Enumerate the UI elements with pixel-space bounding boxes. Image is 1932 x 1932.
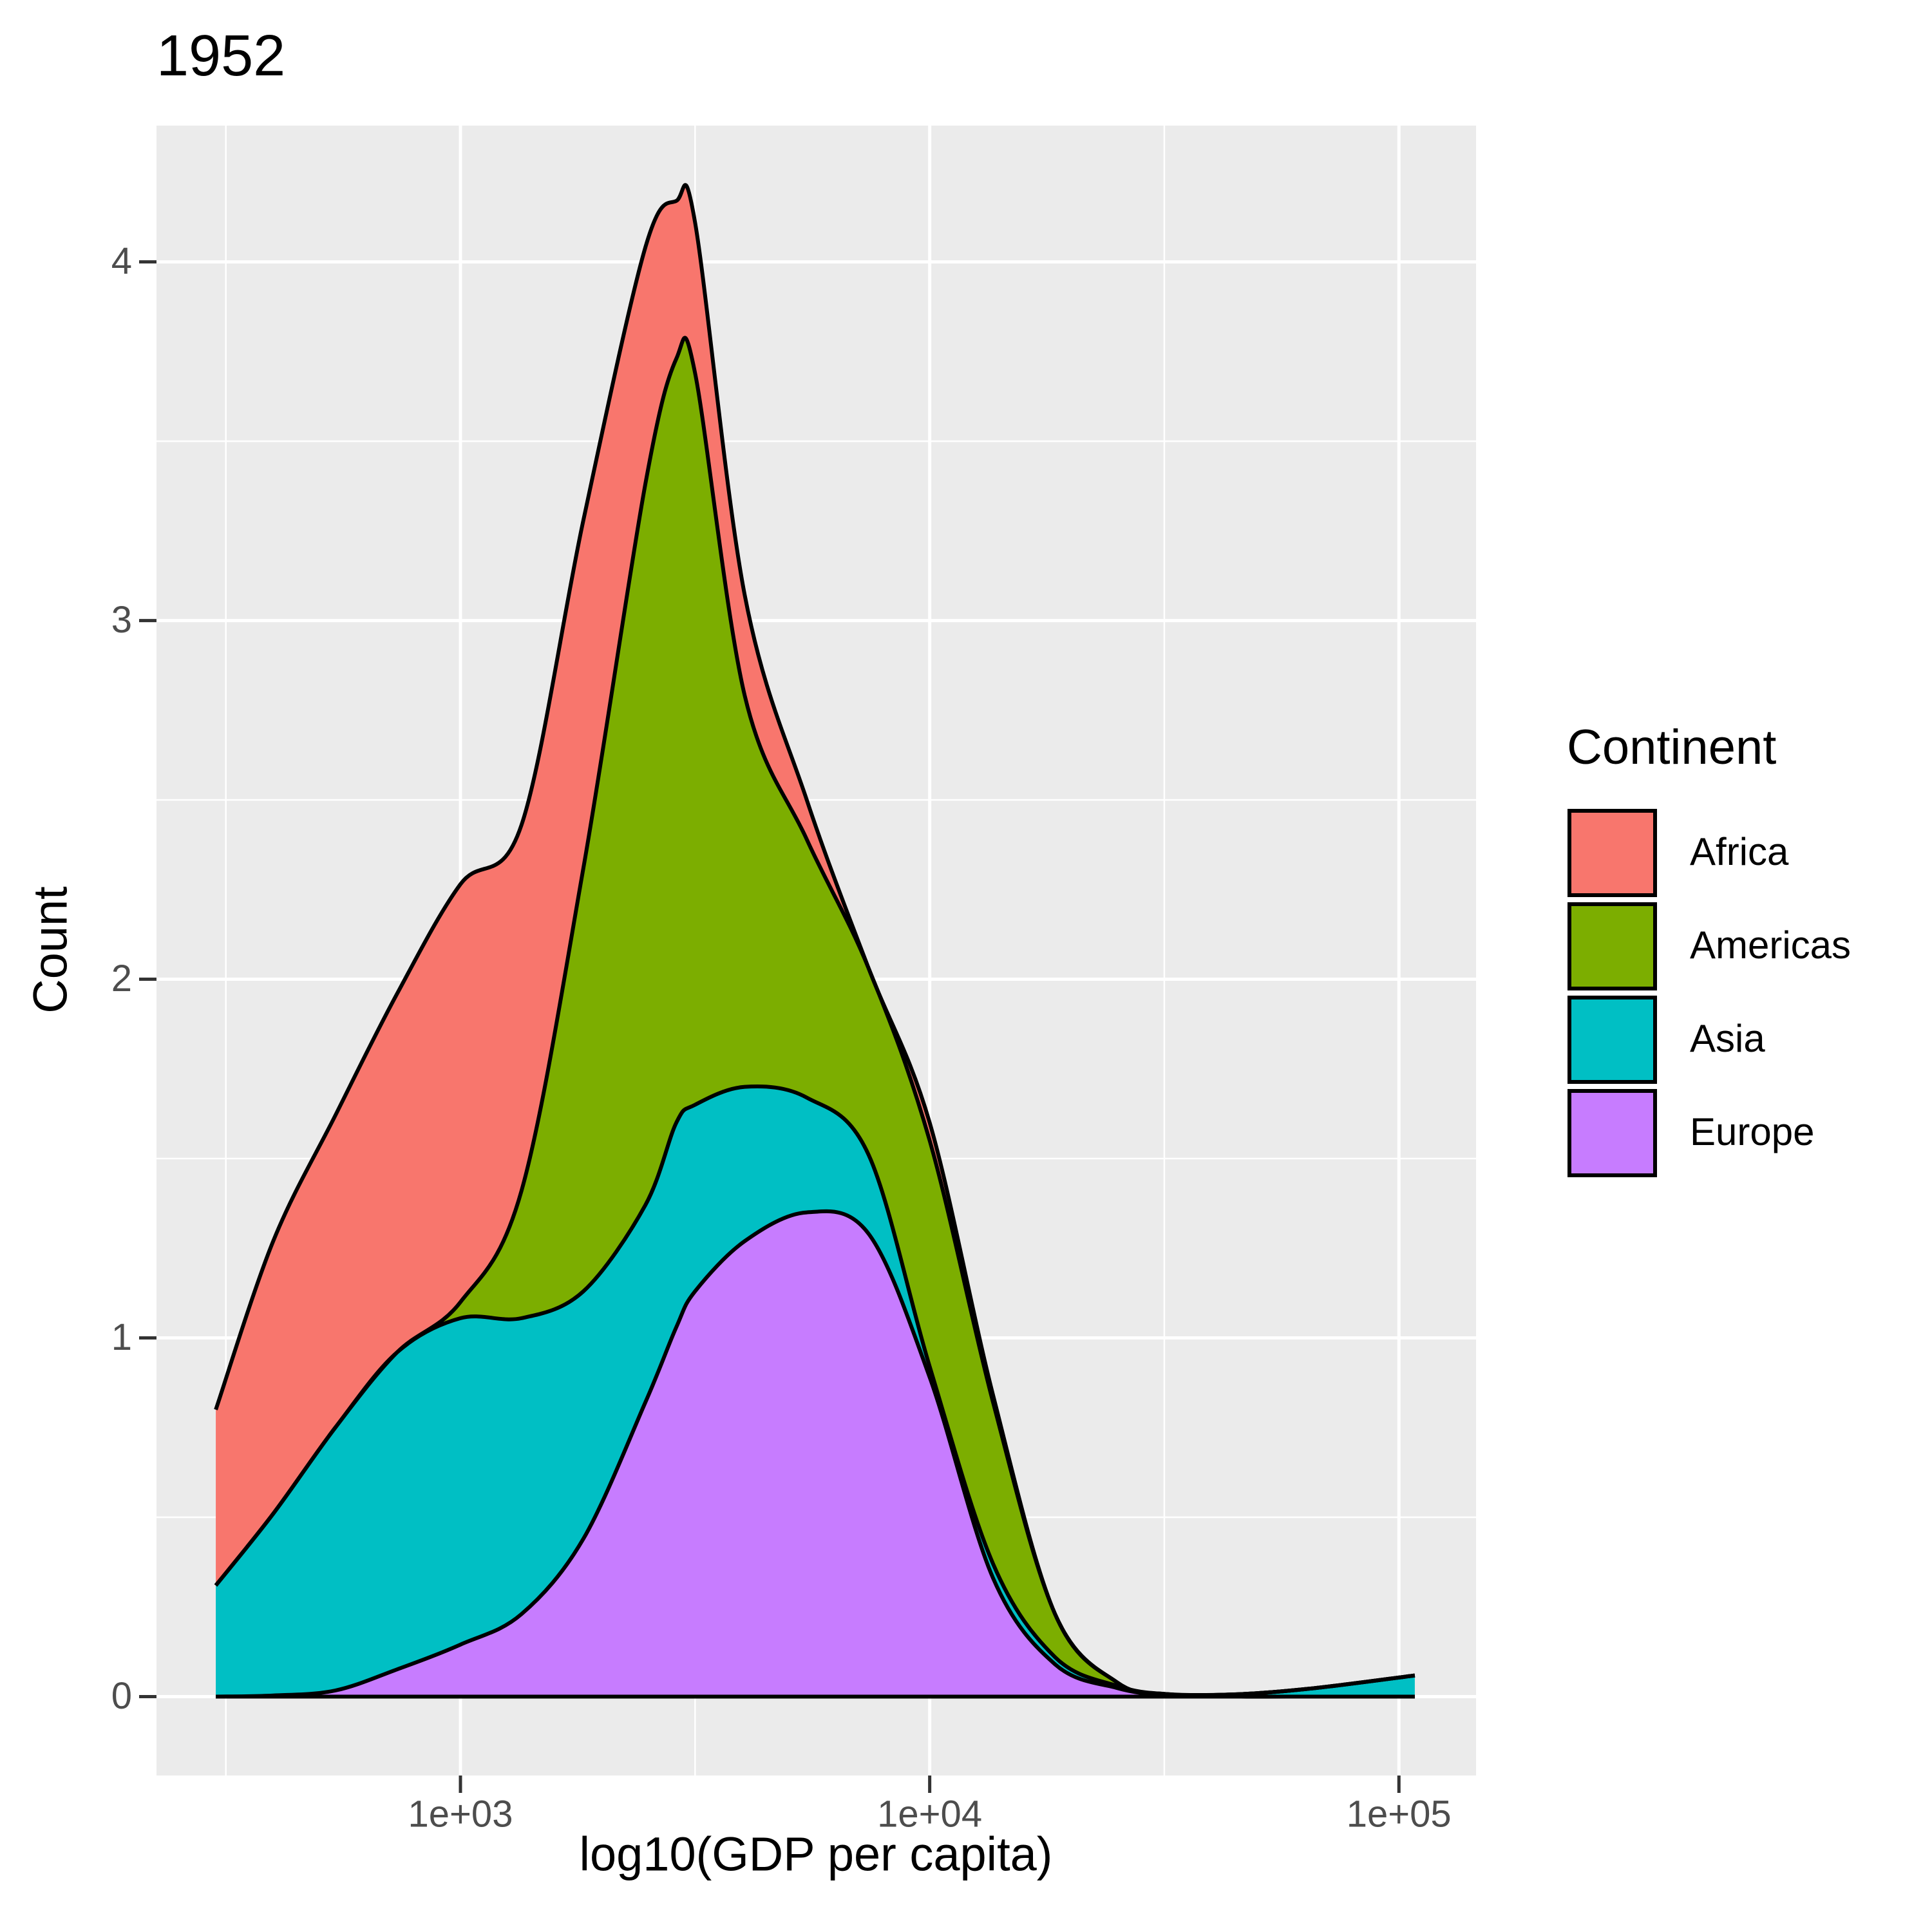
x-tick-label: 1e+04 <box>877 1793 982 1835</box>
y-tick-label: 4 <box>111 240 132 282</box>
legend-key <box>1567 902 1657 990</box>
area <box>216 337 1415 1696</box>
y-axis-title: Count <box>24 886 77 1014</box>
legend-label: Asia <box>1690 1017 1765 1060</box>
chart-title: 1952 <box>156 24 285 88</box>
legend-title: Continent <box>1567 720 1776 775</box>
legend-item: Africa <box>1567 809 1789 897</box>
legend-key <box>1567 996 1657 1084</box>
x-axis-title: log10(GDP per capita) <box>580 1828 1053 1881</box>
legend-label: Americas <box>1690 923 1851 967</box>
area-outline <box>214 183 1416 1698</box>
x-tick-label: 1e+03 <box>408 1793 513 1835</box>
x-tick-label: 1e+05 <box>1347 1793 1452 1835</box>
y-tick-label: 1 <box>111 1316 132 1358</box>
legend-key <box>1567 809 1657 897</box>
legend-label: Europe <box>1690 1110 1814 1153</box>
legend-item: Asia <box>1567 996 1765 1084</box>
y-tick-label: 0 <box>111 1675 132 1717</box>
legend-key <box>1567 1089 1657 1177</box>
area <box>216 185 1415 1696</box>
legend-item: Americas <box>1567 902 1851 990</box>
y-tick-label: 2 <box>111 958 132 999</box>
legend-item: Europe <box>1567 1089 1814 1177</box>
y-tick-label: 3 <box>111 599 132 641</box>
area <box>216 1086 1415 1697</box>
area <box>216 1211 1415 1697</box>
legend-label: Africa <box>1690 830 1789 873</box>
